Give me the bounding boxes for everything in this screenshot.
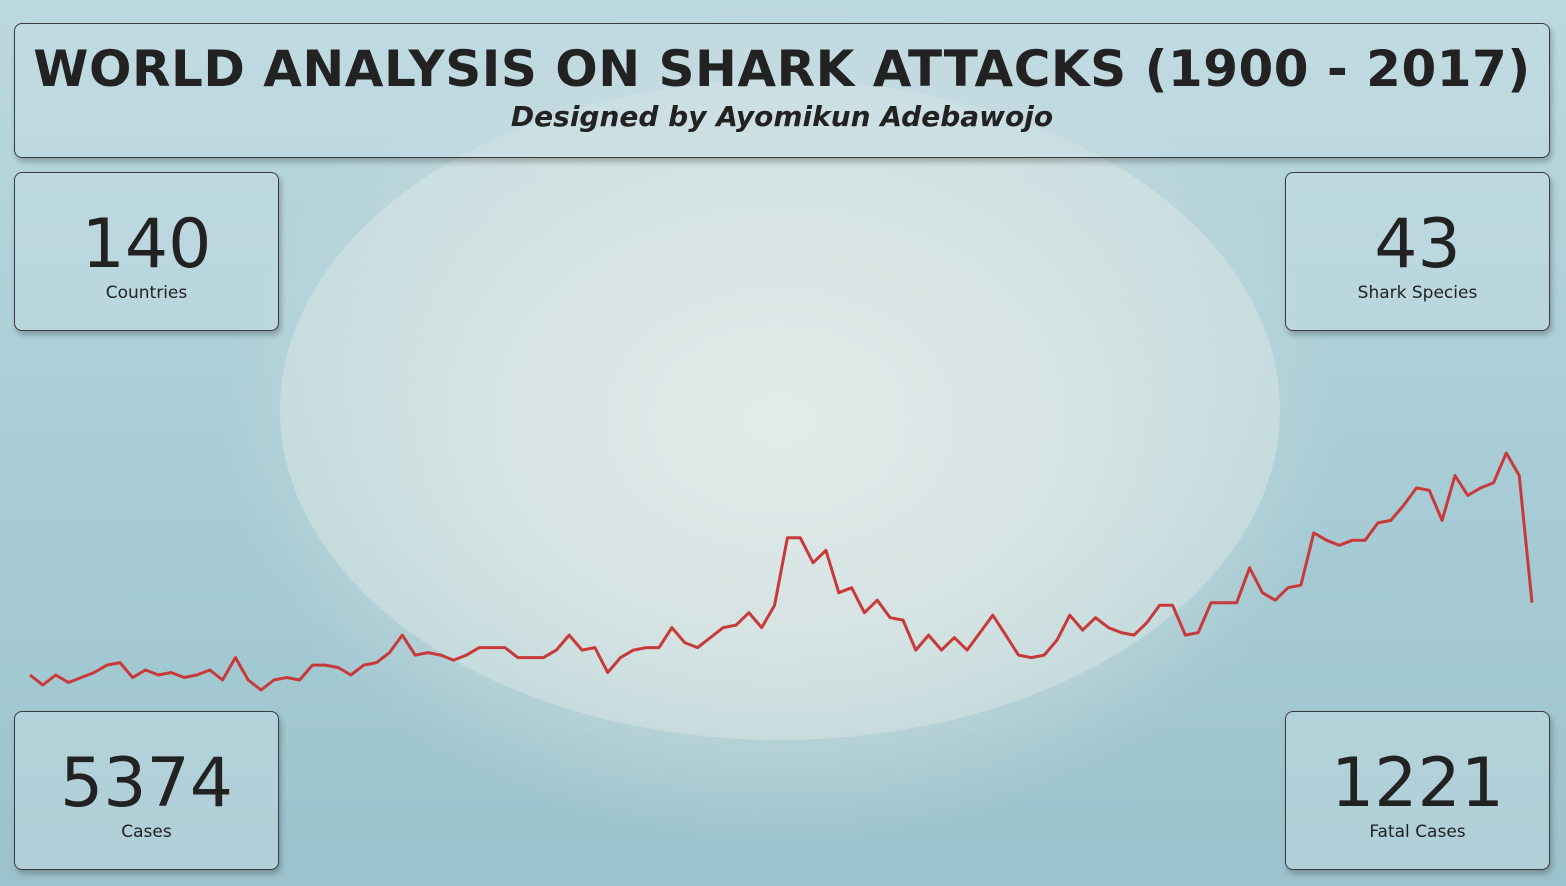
kpi-card: 1221 Fatal Cases [1285,711,1550,870]
kpi-card: 5374 Cases [14,711,279,870]
kpi-card: 43 Shark Species [1285,172,1550,331]
subtitle: Designed by Ayomikun Adebawojo [510,100,1054,133]
kpi-label: Fatal Cases [1369,822,1466,842]
cases-line [29,451,1534,692]
kpi-value: 43 [1374,205,1461,284]
kpi-value: 5374 [59,744,234,823]
kpi-label: Cases [121,822,172,842]
title: WORLD ANALYSIS ON SHARK ATTACKS (1900 - … [33,40,1531,98]
kpi-card: 140 Countries [14,172,279,331]
kpi-label: Shark Species [1357,283,1478,303]
shark-shape [280,80,1280,740]
title-box: WORLD ANALYSIS ON SHARK ATTACKS (1900 - … [14,23,1550,158]
kpi-value: 140 [81,205,212,284]
kpi-value: 1221 [1330,744,1505,823]
kpi-label: Countries [105,283,188,303]
